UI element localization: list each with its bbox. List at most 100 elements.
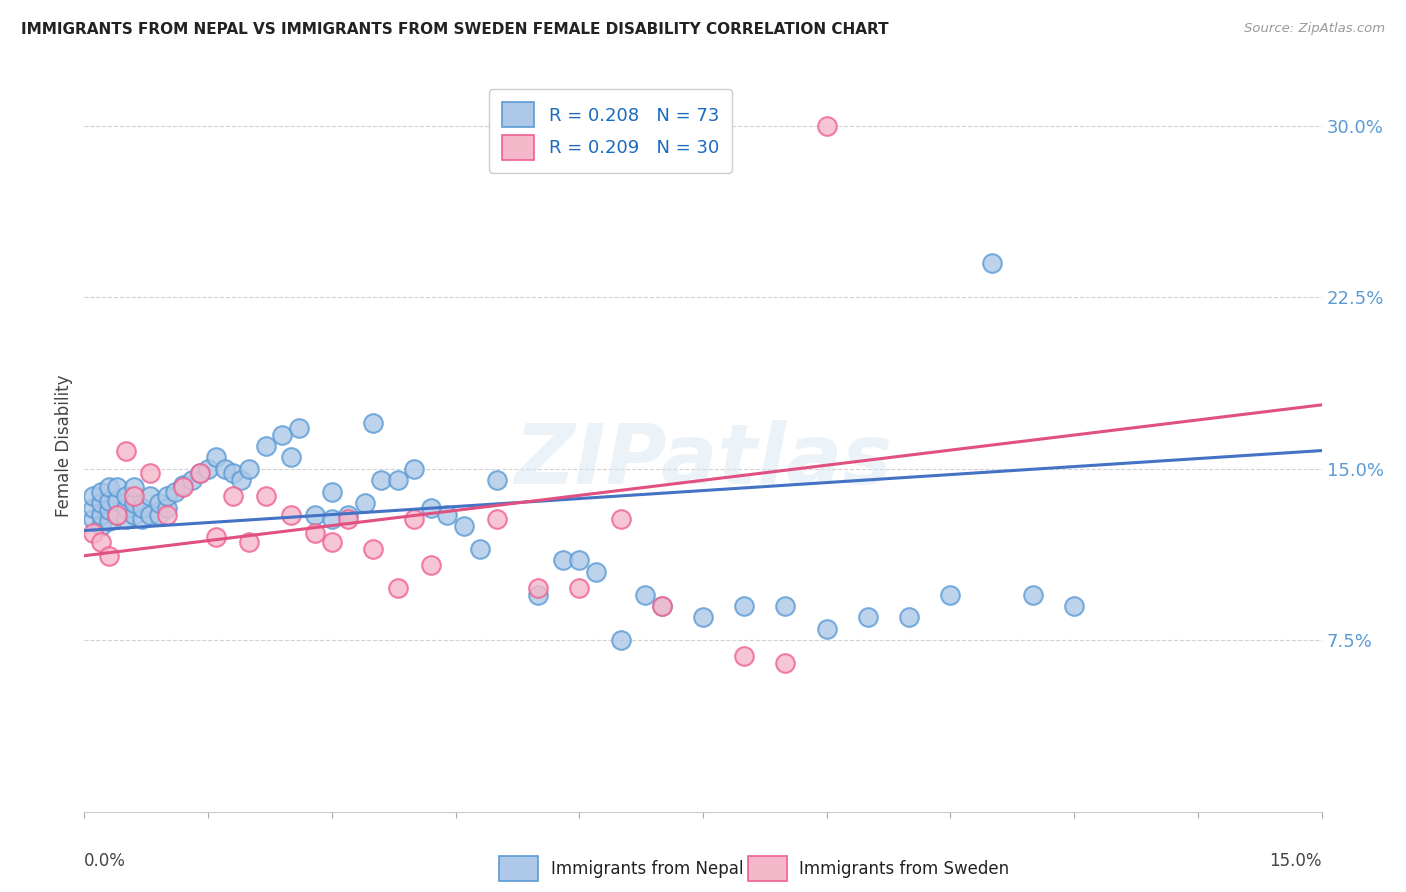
Point xyxy=(470,541,492,556)
Point xyxy=(939,588,962,602)
Point xyxy=(148,496,170,510)
Point xyxy=(156,508,179,522)
Point xyxy=(122,480,145,494)
Point xyxy=(568,553,591,567)
Point xyxy=(353,496,375,510)
Point xyxy=(775,599,797,613)
Point xyxy=(815,622,838,636)
Point xyxy=(419,500,441,515)
Point xyxy=(980,256,1002,270)
Point xyxy=(387,473,409,487)
Point xyxy=(114,443,136,458)
Point xyxy=(815,119,838,133)
Point xyxy=(180,473,202,487)
Point xyxy=(370,473,392,487)
Point xyxy=(98,503,121,517)
Point xyxy=(527,581,550,595)
Point xyxy=(404,462,426,476)
Point xyxy=(436,508,458,522)
Text: 0.0%: 0.0% xyxy=(84,852,127,870)
Point xyxy=(105,508,128,522)
Point xyxy=(188,467,211,481)
Point xyxy=(453,519,475,533)
Point xyxy=(205,450,228,465)
Point xyxy=(139,508,162,522)
Point xyxy=(131,500,153,515)
Point xyxy=(321,512,343,526)
Point xyxy=(1063,599,1085,613)
Point xyxy=(165,484,187,499)
Point xyxy=(609,512,631,526)
Point xyxy=(205,530,228,544)
Point xyxy=(105,493,128,508)
Point xyxy=(98,493,121,508)
Point xyxy=(280,508,302,522)
Text: IMMIGRANTS FROM NEPAL VS IMMIGRANTS FROM SWEDEN FEMALE DISABILITY CORRELATION CH: IMMIGRANTS FROM NEPAL VS IMMIGRANTS FROM… xyxy=(21,22,889,37)
Legend: R = 0.208   N = 73, R = 0.209   N = 30: R = 0.208 N = 73, R = 0.209 N = 30 xyxy=(489,89,733,173)
Point xyxy=(139,467,162,481)
Point xyxy=(361,416,384,430)
Point xyxy=(122,508,145,522)
Point xyxy=(172,480,194,494)
Point xyxy=(337,508,360,522)
Point xyxy=(304,525,326,540)
Point xyxy=(404,512,426,526)
Point xyxy=(98,480,121,494)
Point xyxy=(82,489,104,503)
Point xyxy=(1022,588,1045,602)
Point xyxy=(238,462,260,476)
Point xyxy=(131,512,153,526)
Point xyxy=(139,489,162,503)
Y-axis label: Female Disability: Female Disability xyxy=(55,375,73,517)
Point xyxy=(114,489,136,503)
Point xyxy=(114,512,136,526)
Point xyxy=(337,512,360,526)
Text: Immigrants from Nepal: Immigrants from Nepal xyxy=(551,860,744,878)
Text: Source: ZipAtlas.com: Source: ZipAtlas.com xyxy=(1244,22,1385,36)
Point xyxy=(775,656,797,670)
Point xyxy=(197,462,219,476)
Point xyxy=(114,500,136,515)
Text: Immigrants from Sweden: Immigrants from Sweden xyxy=(799,860,1008,878)
Point xyxy=(485,512,508,526)
Point xyxy=(609,633,631,648)
Point xyxy=(634,588,657,602)
Point xyxy=(692,610,714,624)
Point xyxy=(733,599,755,613)
Point xyxy=(222,467,245,481)
Point xyxy=(280,450,302,465)
Point xyxy=(90,496,112,510)
Point xyxy=(90,519,112,533)
Point xyxy=(188,467,211,481)
Point xyxy=(90,484,112,499)
Point xyxy=(271,427,294,442)
Point xyxy=(229,473,252,487)
Point xyxy=(98,549,121,563)
Point xyxy=(90,535,112,549)
Point xyxy=(156,489,179,503)
Point xyxy=(105,508,128,522)
Point xyxy=(122,489,145,503)
Point xyxy=(148,508,170,522)
Point xyxy=(733,649,755,664)
Point xyxy=(222,489,245,503)
Point xyxy=(82,512,104,526)
Point xyxy=(90,508,112,522)
Point xyxy=(254,489,277,503)
Point xyxy=(585,565,607,579)
Point xyxy=(419,558,441,572)
Point xyxy=(254,439,277,453)
Point xyxy=(551,553,574,567)
Point xyxy=(238,535,260,549)
Point xyxy=(122,496,145,510)
Point xyxy=(304,508,326,522)
Point xyxy=(898,610,921,624)
Point xyxy=(361,541,384,556)
Point xyxy=(485,473,508,487)
Text: ZIPatlas: ZIPatlas xyxy=(515,420,891,501)
Point xyxy=(856,610,879,624)
Point xyxy=(387,581,409,595)
Point xyxy=(105,480,128,494)
Point xyxy=(321,535,343,549)
Point xyxy=(82,525,104,540)
